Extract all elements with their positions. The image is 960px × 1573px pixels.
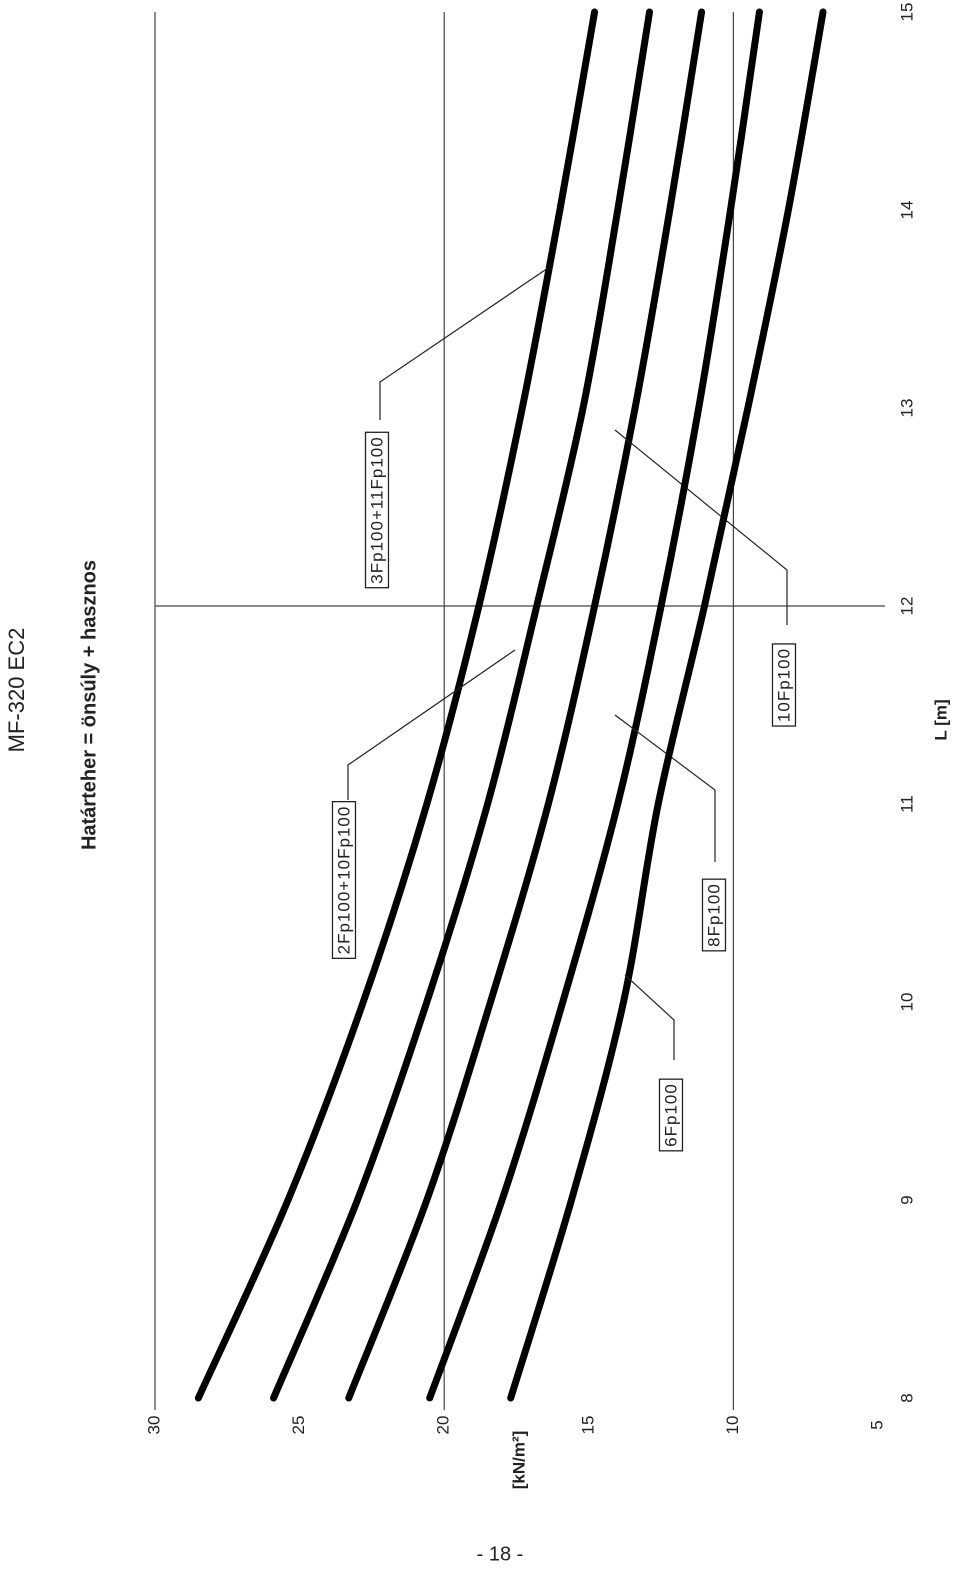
x-tick-label: 10	[897, 993, 916, 1012]
x-tick-label: 11	[897, 795, 916, 813]
series-label: 8Fp100	[704, 883, 723, 947]
y-tick-label: 15	[578, 1416, 597, 1435]
label-box	[658, 1078, 684, 1152]
series-line	[507, 8, 827, 1402]
series-line	[194, 8, 599, 1402]
y-tick-label: 5	[867, 1420, 886, 1429]
y-tick-label: 30	[144, 1416, 163, 1435]
y-axis-label: [kN/m²]	[509, 1431, 528, 1490]
x-tick-label: 9	[897, 1195, 916, 1204]
label-box	[771, 643, 797, 727]
series-label: 10Fp100	[774, 648, 793, 722]
leader-line	[624, 974, 675, 1060]
series-label: 6Fp100	[661, 1083, 680, 1147]
y-tick-label: 25	[289, 1416, 308, 1435]
page-title: MF-320 EC2	[4, 628, 29, 753]
label-box	[701, 878, 727, 952]
series-label: 3Fp100+11Fp100	[367, 436, 386, 583]
x-tick-label: 13	[897, 399, 916, 418]
label-box	[364, 431, 390, 589]
x-tick-label: 12	[897, 597, 916, 616]
x-tick-label: 14	[897, 201, 916, 220]
series-line	[426, 8, 763, 1402]
x-axis-label: L [m]	[931, 699, 950, 740]
chart-title: Határteher = önsúly + hasznos	[78, 560, 100, 850]
x-tick-label: 8	[897, 1393, 916, 1402]
series-line	[345, 8, 706, 1402]
leader-line	[614, 714, 716, 862]
x-tick-label: 15	[897, 3, 916, 22]
series-line	[270, 8, 654, 1402]
series-label: 2Fp100+10Fp100	[334, 806, 353, 955]
y-tick-label: 10	[723, 1416, 742, 1435]
leader-line	[614, 429, 788, 625]
label-box	[331, 800, 357, 960]
page-number: - 18 -	[477, 1543, 524, 1565]
leader-line	[347, 649, 516, 800]
y-tick-label: 20	[434, 1416, 453, 1435]
leader-line	[379, 267, 549, 420]
